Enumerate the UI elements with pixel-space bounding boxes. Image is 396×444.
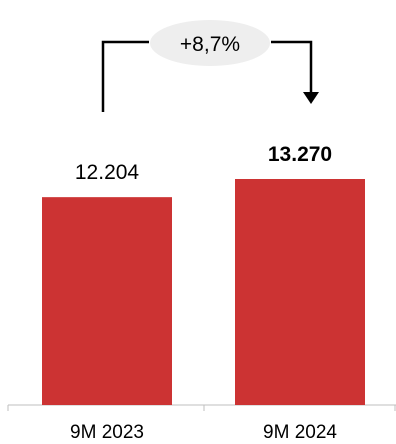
growth-annotation: +8,7% xyxy=(101,20,319,112)
growth-connector-line xyxy=(101,40,313,112)
value-labels: 12.204 13.270 xyxy=(75,143,332,184)
value-label-9m-2024: 13.270 xyxy=(268,143,332,166)
growth-bubble xyxy=(150,20,270,66)
category-label-9m-2023: 9M 2023 xyxy=(70,422,144,443)
value-label-9m-2023: 12.204 xyxy=(75,161,140,184)
x-axis xyxy=(7,404,396,411)
bar-9m-2024 xyxy=(235,179,365,405)
category-label-9m-2024: 9M 2024 xyxy=(263,422,337,443)
growth-percentage-label: +8,7% xyxy=(180,33,240,56)
bars xyxy=(42,179,365,405)
category-labels: 9M 2023 9M 2024 xyxy=(70,422,337,443)
bar-9m-2023 xyxy=(42,197,172,405)
down-arrow-icon xyxy=(303,92,319,104)
